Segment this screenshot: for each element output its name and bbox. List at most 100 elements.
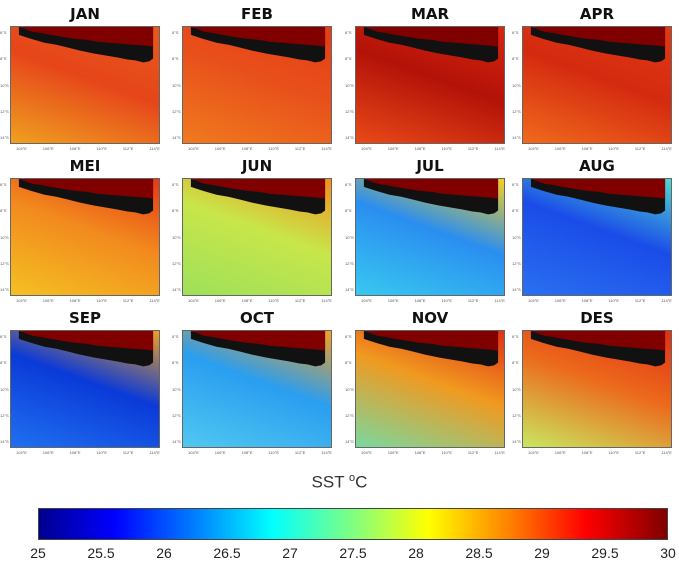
lat-tick: 14°S — [0, 287, 9, 292]
lat-tick: 12°S — [172, 260, 181, 266]
colorbar-tick-27.5: 27.5 — [339, 545, 367, 561]
lat-tick: 6°S — [345, 30, 352, 35]
sst-panel-jun: JUN 6°S 8°S 10°S 12°S 14°S 104°E 106°E 108°E 110°… — [172, 156, 332, 304]
lat-tick: 10°S — [345, 386, 354, 392]
lat-tick: 12°S — [345, 108, 354, 114]
lon-tick: 114°E — [149, 298, 160, 303]
panel-month-title: FEB — [241, 5, 273, 23]
lat-tick: 12°S — [172, 412, 181, 418]
lon-tick: 108°E — [241, 298, 253, 303]
lat-tick: 10°S — [172, 82, 181, 88]
lon-tick: 112°E — [294, 298, 306, 303]
sst-map — [355, 178, 505, 296]
latitude-ticks: 6°S 8°S 10°S 12°S 14°S — [0, 182, 9, 292]
panel-month-title: NOV — [411, 309, 449, 327]
lon-tick: 104°E — [16, 450, 27, 455]
lat-tick: 8°S — [512, 360, 519, 366]
sst-map — [522, 26, 672, 144]
latitude-ticks: 6°S 8°S 10°S 12°S 14°S — [345, 182, 354, 292]
colorbar-tick-30: 30 — [660, 545, 676, 561]
sst-panel-mei: MEI 6°S 8°S 10°S 12°S 14°S 104°E 106°E 108°E 110°… — [0, 156, 160, 304]
sst-panel-des: DES 6°S 8°S 10°S 12°S 14°S 104°E 106°E 108°E 110°… — [512, 308, 672, 456]
panel-month-title: JUN — [241, 157, 273, 175]
longitude-ticks: 104°E 106°E 108°E 110°E 112°E 114°E — [528, 450, 672, 455]
colorbar-label: SST — [311, 472, 345, 492]
lat-tick: 8°S — [345, 208, 352, 214]
longitude-ticks: 104°E 106°E 108°E 110°E 112°E 114°E — [16, 450, 160, 455]
lon-tick: 114°E — [321, 450, 332, 455]
panel-month-title: MAR — [410, 5, 450, 23]
latitude-ticks: 6°S 8°S 10°S 12°S 14°S — [172, 334, 181, 444]
panel-month-title: SEP — [68, 309, 102, 327]
sst-map — [522, 330, 672, 448]
lat-tick: 10°S — [0, 82, 9, 88]
lon-tick: 104°E — [528, 450, 539, 455]
lon-tick: 110°E — [96, 146, 107, 151]
lon-tick: 114°E — [494, 146, 505, 151]
lon-tick: 106°E — [42, 450, 54, 455]
colorbar-tick-28: 28 — [408, 545, 424, 561]
java-island-landmass — [190, 179, 326, 215]
lat-tick: 12°S — [172, 108, 181, 114]
lon-tick: 106°E — [387, 450, 399, 455]
lat-tick: 8°S — [0, 208, 7, 214]
lon-tick: 108°E — [414, 146, 426, 151]
lat-tick: 12°S — [512, 108, 521, 114]
latitude-ticks: 6°S 8°S 10°S 12°S 14°S — [345, 30, 354, 140]
sst-panel-feb: FEB 6°S 8°S 10°S 12°S 14°S 104°E 106°E 108°E 110°… — [172, 4, 332, 152]
lon-tick: 106°E — [554, 298, 566, 303]
sst-panel-sep: SEP 6°S 8°S 10°S 12°S 14°S 104°E 106°E 108°E 110°… — [0, 308, 160, 456]
colorbar-unit: o — [349, 472, 356, 484]
lon-tick: 108°E — [69, 146, 81, 151]
longitude-ticks: 104°E 106°E 108°E 110°E 112°E 114°E — [188, 450, 332, 455]
lat-tick: 6°S — [512, 334, 519, 339]
lon-tick: 104°E — [361, 450, 372, 455]
java-island-landmass — [363, 179, 499, 215]
lat-tick: 6°S — [345, 182, 352, 187]
lat-tick: 12°S — [345, 260, 354, 266]
longitude-ticks: 104°E 106°E 108°E 110°E 112°E 114°E — [16, 298, 160, 303]
sst-map — [10, 26, 160, 144]
lat-tick: 10°S — [0, 234, 9, 240]
lon-tick: 108°E — [581, 146, 593, 151]
lat-tick: 8°S — [172, 56, 179, 62]
sst-panel-jul: JUL 6°S 8°S 10°S 12°S 14°S 104°E 106°E 108°E 110°… — [345, 156, 505, 304]
colorbar-tick-25.5: 25.5 — [87, 545, 115, 561]
lon-tick: 114°E — [494, 450, 505, 455]
lon-tick: 108°E — [69, 450, 81, 455]
panel-month-title: DES — [580, 309, 614, 327]
longitude-ticks: 104°E 106°E 108°E 110°E 112°E 114°E — [16, 146, 160, 151]
lon-tick: 104°E — [188, 450, 199, 455]
lon-tick: 104°E — [16, 298, 27, 303]
colorbar-tick-29.5: 29.5 — [591, 545, 619, 561]
lat-tick: 12°S — [0, 108, 9, 114]
lon-tick: 112°E — [122, 450, 134, 455]
java-island-landmass — [530, 331, 666, 367]
lon-tick: 104°E — [361, 146, 372, 151]
lon-tick: 110°E — [608, 298, 619, 303]
lat-tick: 10°S — [345, 82, 354, 88]
lat-tick: 14°S — [345, 439, 354, 444]
sst-panel-aug: AUG 6°S 8°S 10°S 12°S 14°S 104°E 106°E 108°E 110°… — [512, 156, 672, 304]
lat-tick: 12°S — [0, 412, 9, 418]
lat-tick: 14°S — [172, 439, 181, 444]
lat-tick: 14°S — [512, 439, 521, 444]
lon-tick: 110°E — [441, 298, 452, 303]
lat-tick: 14°S — [172, 135, 181, 140]
lon-tick: 110°E — [441, 146, 452, 151]
panel-month-title: APR — [579, 5, 615, 23]
lon-tick: 114°E — [494, 298, 505, 303]
lon-tick: 110°E — [268, 146, 279, 151]
lon-tick: 108°E — [69, 298, 81, 303]
lon-tick: 112°E — [122, 298, 134, 303]
lat-tick: 6°S — [512, 30, 519, 35]
java-island-landmass — [18, 331, 154, 367]
sst-panel-jan: JAN 6°S 8°S 10°S 12°S 14°S 104°E 106°E 108°E 110°… — [0, 4, 160, 152]
lat-tick: 8°S — [0, 360, 7, 366]
panel-month-title: OCT — [240, 309, 274, 327]
lon-tick: 114°E — [321, 298, 332, 303]
lon-tick: 104°E — [528, 146, 539, 151]
lat-tick: 6°S — [0, 182, 7, 187]
lon-tick: 104°E — [16, 146, 27, 151]
lon-tick: 114°E — [149, 450, 160, 455]
